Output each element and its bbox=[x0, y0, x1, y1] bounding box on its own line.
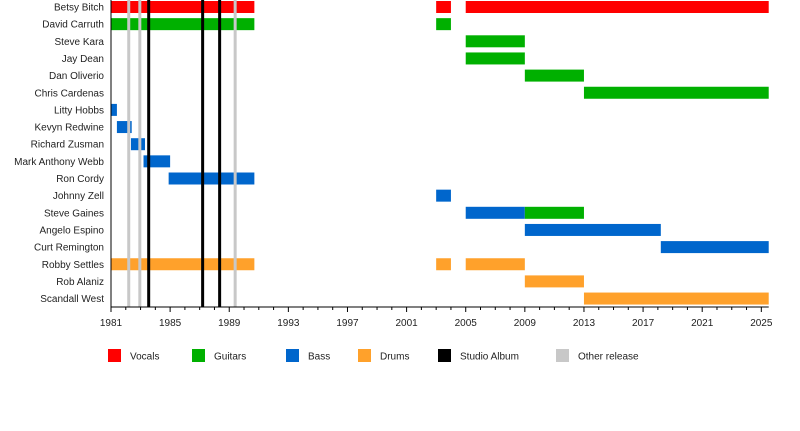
member-bar-bass bbox=[465, 206, 525, 219]
member-label: Mark Anthony Webb bbox=[14, 157, 104, 168]
member-label: Steve Kara bbox=[55, 37, 105, 48]
legend-label: Bass bbox=[308, 352, 330, 363]
member-bar-guitars bbox=[524, 206, 584, 219]
legend-swatch-guitars bbox=[192, 349, 205, 362]
member-bar-bass bbox=[168, 172, 255, 185]
member-label: Richard Zusman bbox=[31, 140, 104, 151]
member-bar-vocals bbox=[111, 1, 255, 13]
member-bar-guitars bbox=[524, 69, 584, 82]
x-tick-label: 2005 bbox=[455, 318, 478, 329]
member-bar-guitars bbox=[465, 52, 525, 65]
x-tick-label: 2025 bbox=[750, 318, 773, 329]
legend-label: Other release bbox=[578, 352, 639, 363]
member-bar-drums bbox=[524, 275, 584, 288]
x-tick-label: 1993 bbox=[277, 318, 300, 329]
member-bar-bass bbox=[436, 189, 451, 202]
member-label: Litty Hobbs bbox=[54, 105, 104, 116]
x-tick-label: 2021 bbox=[691, 318, 714, 329]
x-tick-label: 2017 bbox=[632, 318, 655, 329]
legend-swatch-vocals bbox=[108, 349, 121, 362]
x-tick-label: 1989 bbox=[218, 318, 241, 329]
legend-label: Guitars bbox=[214, 352, 246, 363]
member-label: Kevyn Redwine bbox=[35, 123, 105, 134]
x-tick-label: 1997 bbox=[336, 318, 359, 329]
member-label: David Carruth bbox=[42, 20, 104, 31]
member-label: Steve Gaines bbox=[44, 208, 104, 219]
member-bar-drums bbox=[583, 292, 769, 305]
x-tick-label: 2001 bbox=[395, 318, 418, 329]
member-label: Curt Remington bbox=[34, 243, 104, 254]
legend-label: Vocals bbox=[130, 352, 159, 363]
member-bar-bass bbox=[524, 223, 661, 236]
x-tick-label: 2009 bbox=[514, 318, 537, 329]
member-bar-vocals bbox=[436, 1, 451, 13]
member-bar-drums bbox=[111, 258, 255, 271]
member-label: Chris Cardenas bbox=[35, 88, 104, 99]
member-bar-guitars bbox=[111, 18, 255, 31]
member-label: Dan Oliverio bbox=[49, 71, 104, 82]
legend-label: Studio Album bbox=[460, 352, 519, 363]
member-bar-drums bbox=[465, 258, 525, 271]
legend-swatch-other-release bbox=[556, 349, 569, 362]
legend-swatch-studio-album bbox=[438, 349, 451, 362]
member-label: Robby Settles bbox=[42, 260, 104, 271]
legend-swatch-bass bbox=[286, 349, 299, 362]
member-label: Jay Dean bbox=[62, 54, 104, 65]
member-bar-guitars bbox=[465, 35, 525, 48]
legend-label: Drums bbox=[380, 352, 409, 363]
x-tick-label: 1981 bbox=[100, 318, 123, 329]
member-bar-bass bbox=[660, 241, 769, 254]
member-bar-guitars bbox=[583, 86, 769, 99]
legend-swatch-drums bbox=[358, 349, 371, 362]
x-tick-label: 2013 bbox=[573, 318, 596, 329]
member-bar-guitars bbox=[436, 18, 451, 31]
member-label: Ron Cordy bbox=[56, 174, 104, 185]
member-bar-bass bbox=[111, 103, 117, 116]
member-bar-bass bbox=[130, 138, 145, 151]
member-label: Johnny Zell bbox=[53, 191, 104, 202]
member-bar-vocals bbox=[465, 1, 769, 13]
member-label: Betsy Bitch bbox=[54, 3, 104, 14]
member-label: Angelo Espino bbox=[40, 225, 105, 236]
member-bar-drums bbox=[436, 258, 451, 271]
member-label: Rob Alaniz bbox=[56, 277, 104, 288]
member-label: Scandall West bbox=[40, 294, 104, 305]
x-tick-label: 1985 bbox=[159, 318, 182, 329]
